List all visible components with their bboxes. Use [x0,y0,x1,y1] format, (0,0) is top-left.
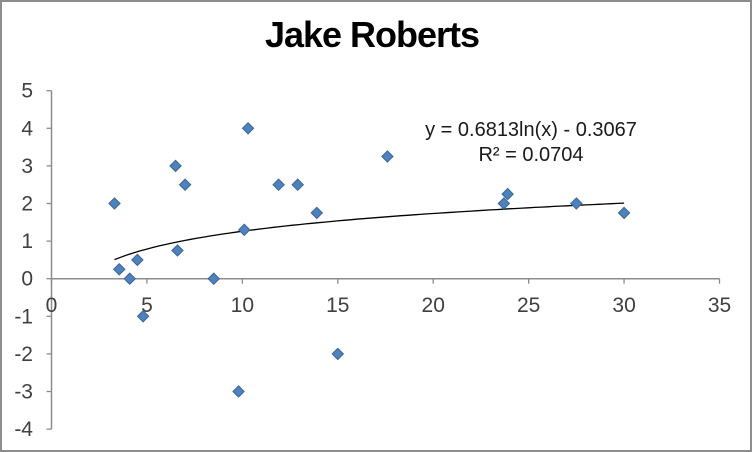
y-axis-tick-label: -4 [14,418,33,441]
data-point-marker[interactable] [136,309,150,323]
data-point-marker[interactable] [497,197,511,210]
x-axis-tick-label: 25 [517,294,540,317]
x-axis-tick-label: 5 [141,294,153,317]
data-point-marker[interactable] [232,385,245,398]
y-axis-tick-label: -1 [14,305,33,328]
data-point-marker[interactable] [310,206,324,220]
data-point-marker[interactable] [331,347,345,361]
x-axis-tick-label: 35 [708,294,731,317]
data-point-marker[interactable] [178,178,192,192]
data-point-marker[interactable] [291,178,305,192]
trendline-equation: y = 0.6813ln(x) - 0.3067 [425,119,637,141]
y-axis-tick-label: 1 [21,230,33,253]
y-axis-tick-label: 0 [21,268,33,291]
x-axis-tick-label: 15 [326,294,349,317]
x-axis-tick-label: 0 [46,294,58,317]
data-point-marker[interactable] [272,178,285,192]
x-axis-tick-label: 10 [231,294,254,317]
data-point-marker[interactable] [241,121,255,135]
y-axis-tick-label: 4 [21,117,33,140]
data-point-marker[interactable] [112,262,126,276]
y-axis-tick-label: 2 [21,193,33,216]
data-point-marker[interactable] [617,206,631,220]
data-point-marker[interactable] [237,223,251,237]
y-axis-tick-label: 5 [21,80,33,103]
x-axis-tick-label: 30 [612,294,635,317]
trendline-label[interactable]: y = 0.6813ln(x) - 0.3067 R² = 0.0704 [401,118,661,168]
y-axis-tick-label: -3 [14,381,33,404]
y-axis-tick-label: -2 [14,343,33,366]
y-axis-tick-label: 3 [21,155,33,178]
data-point-marker[interactable] [501,187,514,201]
data-point-marker[interactable] [169,159,182,173]
data-point-marker[interactable] [381,150,394,163]
x-axis-tick-label: 20 [422,294,445,317]
data-point-marker[interactable] [108,197,121,210]
data-point-marker[interactable] [570,197,583,210]
data-point-marker[interactable] [207,272,221,286]
chart-title[interactable]: Jake Roberts [264,14,480,55]
data-point-marker[interactable] [123,272,137,286]
data-point-marker[interactable] [131,253,144,267]
trendline-r-squared: R² = 0.0704 [478,144,584,166]
trendline-curve[interactable] [114,202,625,261]
data-point-marker[interactable] [171,244,184,257]
